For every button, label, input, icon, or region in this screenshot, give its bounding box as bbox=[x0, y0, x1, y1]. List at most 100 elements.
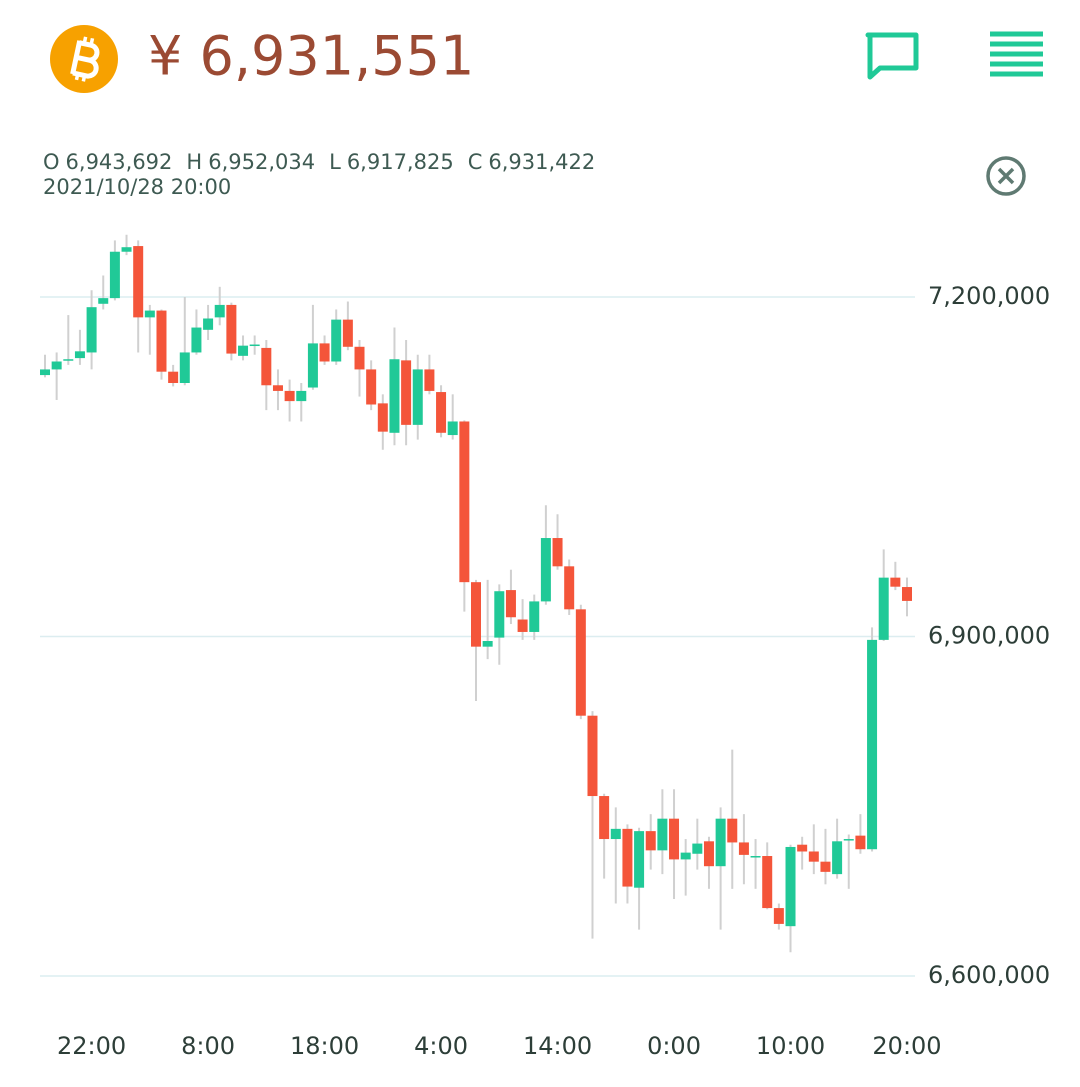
candle-body bbox=[645, 831, 656, 851]
candle-body bbox=[505, 590, 516, 618]
ohlc-key: H bbox=[186, 150, 202, 174]
ohlc-value: 6,917,825 bbox=[347, 150, 454, 174]
ohlc-value: 6,931,422 bbox=[488, 150, 595, 174]
price: ¥ 6,931,551 bbox=[148, 25, 474, 88]
bitcoin-icon bbox=[50, 25, 118, 93]
candle-body bbox=[634, 831, 645, 888]
candle-body bbox=[482, 641, 493, 647]
x-tick-label: 22:00 bbox=[57, 1032, 126, 1060]
candle-body bbox=[342, 319, 353, 347]
candle-body bbox=[436, 392, 447, 433]
chat-button[interactable] bbox=[865, 32, 919, 80]
candle-body bbox=[832, 841, 843, 875]
candle-body bbox=[855, 835, 866, 850]
candle-body bbox=[296, 390, 307, 402]
candle-body bbox=[657, 818, 668, 851]
candle-body bbox=[843, 839, 854, 841]
candle-body bbox=[412, 369, 423, 425]
candle-body bbox=[284, 390, 295, 402]
candle-body bbox=[587, 715, 598, 797]
candle-body bbox=[40, 369, 50, 376]
candle-body bbox=[494, 591, 505, 638]
ohlc-key: O bbox=[43, 150, 60, 174]
candle-body bbox=[331, 319, 342, 362]
candle-body bbox=[517, 619, 528, 632]
candle-body bbox=[738, 842, 749, 855]
candle-body bbox=[214, 304, 225, 318]
candle-body bbox=[669, 818, 680, 860]
x-tick-label: 0:00 bbox=[647, 1032, 701, 1060]
x-tick-label: 4:00 bbox=[414, 1032, 468, 1060]
datetime: 2021/10/28 20:00 bbox=[43, 175, 231, 199]
candle-body bbox=[552, 538, 563, 567]
ohlc-line: O 6,943,692 H 6,952,034 L 6,917,825 C 6,931,422 bbox=[43, 150, 595, 174]
candle-body bbox=[878, 577, 889, 640]
candle-body bbox=[599, 796, 610, 840]
candle-body bbox=[63, 359, 74, 361]
candle-body bbox=[307, 343, 318, 388]
y-tick-label: 7,200,000 bbox=[928, 282, 1050, 310]
x-tick-label: 8:00 bbox=[181, 1032, 235, 1060]
candle-body bbox=[459, 421, 470, 583]
candle-body bbox=[238, 345, 249, 356]
y-tick-label: 6,900,000 bbox=[928, 621, 1050, 649]
candle-body bbox=[366, 369, 377, 405]
candle-body bbox=[261, 347, 272, 386]
candle-body bbox=[808, 851, 819, 862]
candle-body bbox=[715, 818, 726, 867]
candle-body bbox=[680, 852, 691, 860]
candle-body bbox=[401, 360, 412, 425]
candle-body bbox=[750, 856, 761, 858]
candle-body bbox=[471, 582, 481, 647]
ohlc-value: 6,943,692 bbox=[66, 150, 173, 174]
menu-button[interactable] bbox=[990, 31, 1043, 77]
candle-body bbox=[319, 343, 330, 362]
candle-body bbox=[377, 403, 388, 432]
x-tick-label: 18:00 bbox=[290, 1032, 359, 1060]
candle-body bbox=[226, 304, 237, 354]
candle-body bbox=[727, 818, 738, 843]
candle-body bbox=[249, 344, 260, 347]
candle-body bbox=[144, 310, 155, 318]
candle-body bbox=[564, 566, 575, 610]
candle-body bbox=[74, 351, 85, 359]
candle-body bbox=[447, 421, 458, 436]
candle-body bbox=[575, 609, 586, 716]
candle-body bbox=[785, 846, 796, 927]
x-tick-label: 20:00 bbox=[872, 1032, 941, 1060]
candle-body bbox=[272, 385, 283, 391]
candle-body bbox=[51, 361, 62, 370]
candle-body bbox=[902, 587, 912, 601]
candle-body bbox=[389, 359, 400, 433]
candle-body bbox=[773, 908, 784, 924]
ohlc-value: 6,952,034 bbox=[208, 150, 315, 174]
close-button[interactable] bbox=[986, 156, 1026, 196]
candle-body bbox=[121, 247, 132, 252]
candle-body bbox=[191, 327, 202, 353]
x-tick-label: 10:00 bbox=[756, 1032, 825, 1060]
candle-body bbox=[203, 318, 214, 330]
x-tick-label: 14:00 bbox=[523, 1032, 592, 1060]
y-tick-label: 6,600,000 bbox=[928, 961, 1050, 989]
candle-body bbox=[540, 538, 551, 602]
candle-body bbox=[133, 246, 144, 318]
candle-body bbox=[168, 371, 179, 383]
candle-body bbox=[622, 828, 633, 887]
candle-body bbox=[890, 577, 901, 587]
candle-body bbox=[692, 843, 703, 854]
candle-body bbox=[109, 251, 120, 299]
candle-body bbox=[354, 346, 365, 370]
candle-body bbox=[179, 352, 190, 383]
candle-body bbox=[98, 298, 109, 304]
ohlc-key: C bbox=[468, 150, 483, 174]
candle-body bbox=[86, 307, 97, 353]
candle-body bbox=[820, 861, 831, 872]
candle-body bbox=[703, 841, 714, 867]
candle-body bbox=[529, 601, 540, 632]
ohlc-key: L bbox=[329, 150, 341, 174]
candle-body bbox=[610, 828, 621, 840]
candle-body bbox=[797, 844, 808, 852]
candle-body bbox=[762, 856, 773, 909]
